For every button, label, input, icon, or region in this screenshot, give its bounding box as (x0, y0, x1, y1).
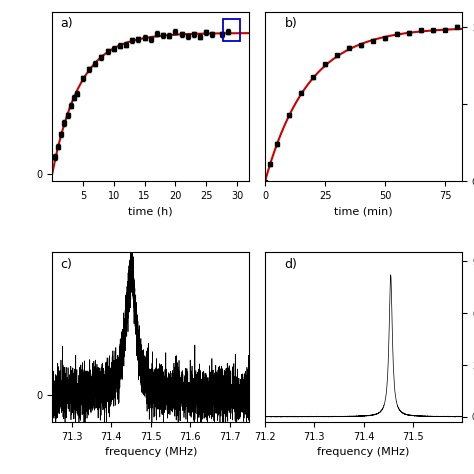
X-axis label: time (h): time (h) (128, 207, 173, 217)
Text: a): a) (60, 17, 73, 30)
X-axis label: time (min): time (min) (334, 207, 393, 217)
X-axis label: frequency (MHz): frequency (MHz) (318, 447, 410, 457)
Bar (223, 18, 240, 41)
X-axis label: frequency (MHz): frequency (MHz) (104, 447, 197, 457)
Text: b): b) (285, 17, 298, 30)
Text: d): d) (285, 257, 298, 271)
Text: c): c) (60, 257, 72, 271)
